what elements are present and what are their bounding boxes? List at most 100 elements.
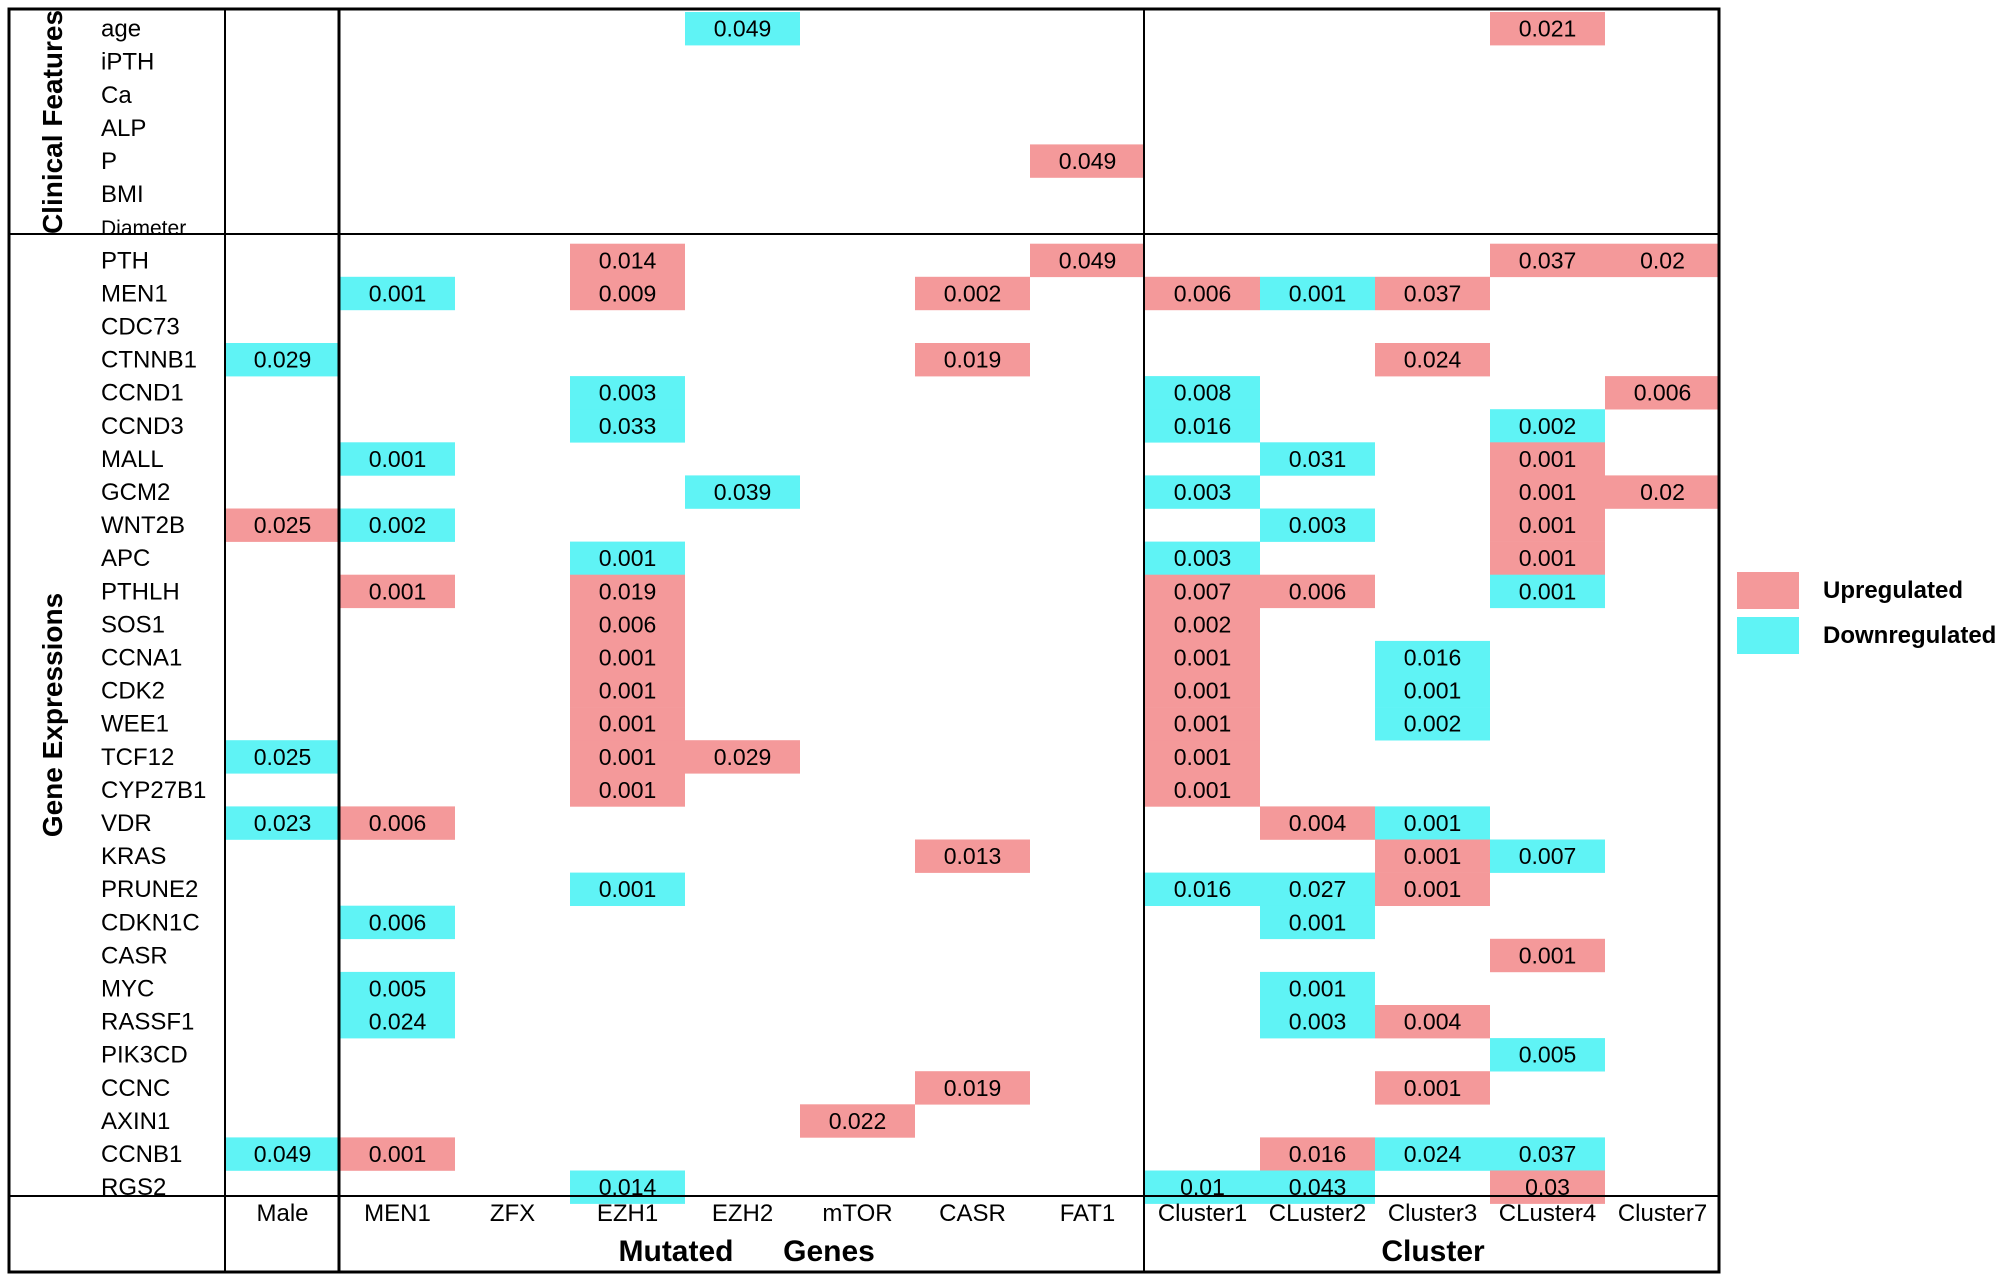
heatmap-cell-fill xyxy=(1030,243,1145,278)
column-label-cluster3: Cluster3 xyxy=(1388,1200,1477,1227)
heatmap-cell-fill xyxy=(1145,1170,1260,1204)
heatmap-cell: 0.007 xyxy=(1490,839,1605,873)
cell-value-label: 0.002 xyxy=(1519,413,1577,439)
heatmap-cell-fill xyxy=(1260,806,1375,840)
cell-value-label: 0.02 xyxy=(1640,247,1685,273)
heatmap-cell-fill xyxy=(1145,773,1260,807)
cell-value-label: 0.009 xyxy=(599,280,657,306)
row-label-pth: PTH xyxy=(101,247,149,274)
cell-value-label: 0.001 xyxy=(369,280,427,306)
heatmap-cell: 0.001 xyxy=(1260,905,1375,940)
cell-value-label: 0.031 xyxy=(1289,446,1347,472)
row-label-rassf1: RASSF1 xyxy=(101,1009,194,1036)
heatmap-cell-fill xyxy=(1260,442,1375,476)
cell-value-label: 0.003 xyxy=(1289,1009,1347,1035)
heatmap-cell: 0.006 xyxy=(340,905,455,940)
heatmap-cell: 0.037 xyxy=(1490,1137,1605,1171)
row-label-mall: MALL xyxy=(101,446,164,473)
heatmap-cell-fill xyxy=(1260,276,1375,311)
heatmap-cell: 0.037 xyxy=(1375,276,1490,311)
heatmap-cell: 0.009 xyxy=(570,276,685,311)
cell-value-label: 0.037 xyxy=(1519,1141,1577,1167)
heatmap-cell-fill xyxy=(1375,707,1490,741)
heatmap-cell: 0.001 xyxy=(570,674,685,708)
heatmap-cell-fill xyxy=(570,409,685,443)
heatmap-cell: 0.043 xyxy=(1260,1170,1375,1204)
heatmap-cell: 0.001 xyxy=(1145,674,1260,708)
cell-value-label: 0.025 xyxy=(254,744,312,770)
row-label-pthlh: PTHLH xyxy=(101,578,180,605)
row-group-gene-expressions: Gene Expressions xyxy=(37,593,68,837)
cell-value-label: 0.005 xyxy=(1519,1042,1577,1068)
heatmap-cell: 0.004 xyxy=(1260,806,1375,840)
row-label-bmi: BMI xyxy=(101,181,144,208)
cell-value-label: 0.001 xyxy=(1404,843,1462,869)
heatmap-cell: 0.001 xyxy=(1375,1071,1490,1105)
cell-value-label: 0.001 xyxy=(1174,744,1232,770)
row-label-apc: APC xyxy=(101,545,150,572)
heatmap-cell-fill xyxy=(1375,1071,1490,1105)
heatmap-cell: 0.004 xyxy=(1375,1005,1490,1039)
heatmap-cell: 0.001 xyxy=(1375,806,1490,840)
heatmap-cell: 0.003 xyxy=(1145,541,1260,575)
heatmap-cell: 0.013 xyxy=(915,839,1030,873)
cell-value-label: 0.001 xyxy=(1519,578,1577,604)
heatmap-cell: 0.001 xyxy=(570,640,685,675)
heatmap-cell-fill xyxy=(340,1137,455,1171)
cell-value-label: 0.001 xyxy=(1519,942,1577,968)
heatmap-cell-fill xyxy=(1260,1005,1375,1039)
cell-value-label: 0.003 xyxy=(1174,545,1232,571)
row-label-kras: KRAS xyxy=(101,843,166,870)
cell-value-label: 0.049 xyxy=(714,16,772,42)
heatmap-cell: 0.001 xyxy=(570,707,685,741)
heatmap-cell: 0.001 xyxy=(1145,740,1260,774)
cell-value-label: 0.001 xyxy=(369,1141,427,1167)
heatmap-cell-fill xyxy=(915,343,1030,377)
cell-value-label: 0.003 xyxy=(1174,479,1232,505)
heatmap-cell-fill xyxy=(1375,343,1490,377)
heatmap-cell-fill xyxy=(1490,541,1605,575)
heatmap-cell: 0.031 xyxy=(1260,442,1375,476)
heatmap-cell: 0.02 xyxy=(1605,475,1720,509)
heatmap-cell-fill xyxy=(1145,574,1260,609)
cell-value-label: 0.024 xyxy=(1404,1141,1462,1167)
heatmap-cell-fill xyxy=(1605,475,1720,509)
heatmap-cell-fill xyxy=(570,707,685,741)
cell-value-label: 0.006 xyxy=(599,611,657,637)
heatmap-cell: 0.001 xyxy=(1145,707,1260,741)
heatmap-cell-fill xyxy=(1145,872,1260,906)
cell-value-label: 0.024 xyxy=(369,1009,427,1035)
row-labels: age iPTH Ca ALP P BMI Diameter PTH MEN1 CDC73 CTNN… xyxy=(101,16,206,1202)
outer-frame xyxy=(7,7,1721,1274)
row-label-p: P xyxy=(101,148,117,175)
row-label-ccna1: CCNA1 xyxy=(101,644,182,671)
heatmap-cell: 0.001 xyxy=(340,276,455,311)
heatmap-cell-fill xyxy=(340,442,455,476)
heatmap-cell: 0.014 xyxy=(570,243,685,278)
heatmap-cell: 0.001 xyxy=(1375,839,1490,873)
cell-value-label: 0.014 xyxy=(599,247,657,273)
heatmap-cell: 0.022 xyxy=(800,1104,915,1138)
heatmap-cell-fill xyxy=(570,1170,685,1204)
heatmap-cell: 0.006 xyxy=(1260,574,1375,609)
heatmap-cell-fill xyxy=(340,971,455,1006)
heatmap-cell: 0.001 xyxy=(1260,276,1375,311)
heatmap-cell: 0.001 xyxy=(1375,674,1490,708)
cell-value-label: 0.004 xyxy=(1289,810,1347,836)
cell-value-label: 0.001 xyxy=(1174,678,1232,704)
heatmap-cell-fill xyxy=(340,806,455,840)
cell-value-label: 0.02 xyxy=(1640,479,1685,505)
heatmap-cell-fill xyxy=(800,1104,915,1138)
cell-value-label: 0.006 xyxy=(1174,280,1232,306)
cell-value-label: 0.001 xyxy=(1404,1075,1462,1101)
legend-swatch-up xyxy=(1737,572,1799,609)
cell-value-label: 0.006 xyxy=(1289,578,1347,604)
heatmap-cell: 0.029 xyxy=(225,343,340,377)
row-label-cdk2: CDK2 xyxy=(101,678,165,705)
cell-value-label: 0.013 xyxy=(944,843,1002,869)
heatmap-cell: 0.029 xyxy=(685,740,800,774)
heatmap-cell-fill xyxy=(1375,674,1490,708)
cell-value-label: 0.022 xyxy=(829,1108,887,1134)
cell-value-label: 0.001 xyxy=(1519,479,1577,505)
group-labels: Clinical Features Gene Expressions Mutat… xyxy=(37,10,1485,1268)
